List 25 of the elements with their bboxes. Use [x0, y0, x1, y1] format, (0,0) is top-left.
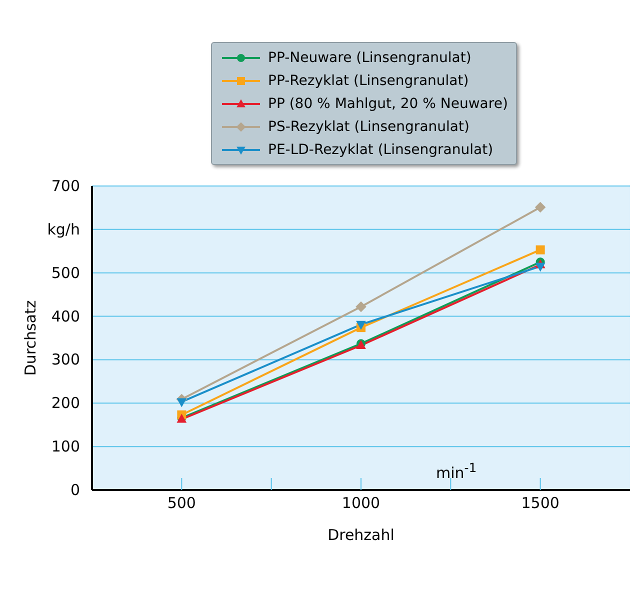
y-tick-label: 200	[51, 394, 80, 412]
y-tick-label: 100	[51, 438, 80, 456]
y-tick-label: kg/h	[47, 220, 80, 238]
x-tick-label: 500	[167, 494, 196, 512]
point	[535, 262, 546, 272]
point	[356, 320, 366, 330]
x-tick-label: 1000	[342, 494, 380, 512]
legend-label: PE-LD-Rezyklat (Linsengranulat)	[268, 142, 494, 158]
point	[176, 398, 187, 408]
y-tick-label: 400	[51, 307, 80, 326]
point	[534, 202, 546, 213]
y-tick-label: 300	[51, 350, 80, 369]
point	[536, 245, 545, 254]
x-axis-title: Drehzahl	[328, 526, 394, 544]
y-tick-label: 500	[51, 264, 80, 282]
y-axis-title: Durchsatz	[21, 300, 40, 376]
legend-label: PP-Rezyklat (Linsengranulat)	[268, 72, 469, 88]
point	[356, 301, 366, 312]
annotation: min$^{-1}$	[436, 460, 477, 482]
y-tick-label: 0	[70, 481, 80, 499]
x-tick-label: 1500	[521, 494, 560, 512]
legend-label: PP (80 % Mahlgut, 20 % Neuware)	[268, 96, 508, 112]
legend-label: PP-Neuware (Linsengranulat)	[268, 50, 472, 66]
legend-label: PS-Rezyklat (Linsengranulat)	[268, 118, 470, 134]
y-tick-label: 700	[51, 177, 80, 195]
